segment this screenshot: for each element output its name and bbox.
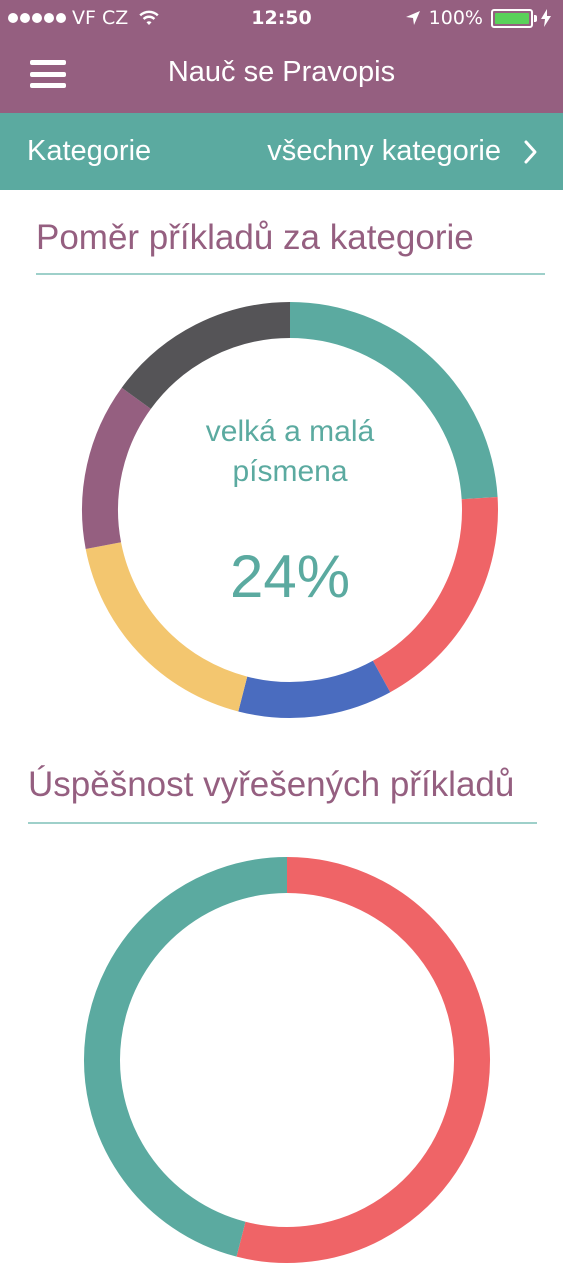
signal-strength-icon bbox=[8, 13, 66, 23]
category-ratio-slice-0[interactable] bbox=[289, 302, 498, 500]
success-rate-donut-svg bbox=[84, 857, 490, 1263]
category-ratio-donut-svg bbox=[82, 302, 498, 718]
app-header: VF CZ 12:50 100% bbox=[0, 0, 563, 113]
category-label: Kategorie bbox=[27, 135, 152, 167]
donut-center-label-line2: písmena bbox=[232, 455, 348, 488]
category-ratio-donut[interactable]: velká a malá písmena 24% bbox=[80, 300, 500, 720]
donut-center-label-line1: velká a malá bbox=[205, 415, 375, 448]
wifi-icon bbox=[139, 10, 159, 25]
status-left: VF CZ bbox=[8, 7, 160, 29]
status-time: 12:50 bbox=[251, 7, 312, 29]
hamburger-menu-icon[interactable] bbox=[30, 60, 66, 88]
category-ratio-slice-2[interactable] bbox=[238, 660, 391, 718]
donut-center-value: 24% bbox=[229, 543, 351, 610]
category-value: všechny kategorie bbox=[267, 135, 501, 167]
section-divider bbox=[36, 273, 545, 275]
location-arrow-icon bbox=[405, 11, 420, 25]
carrier-name: VF CZ bbox=[72, 7, 129, 29]
success-rate-slice-0[interactable] bbox=[236, 857, 490, 1263]
status-right: 100% bbox=[405, 7, 551, 29]
section-title-category-ratio: Poměr příkladů za kategorie bbox=[36, 218, 474, 257]
section-divider bbox=[28, 822, 537, 824]
category-ratio-slice-1[interactable] bbox=[372, 496, 498, 693]
battery-percent: 100% bbox=[428, 7, 483, 29]
page-title: Nauč se Pravopis bbox=[167, 56, 396, 88]
success-rate-donut[interactable] bbox=[82, 855, 492, 1265]
battery-icon bbox=[491, 8, 537, 28]
section-title-success-rate: Úspěšnost vyřešených příkladů bbox=[28, 765, 515, 804]
charging-bolt-icon bbox=[541, 9, 551, 27]
category-ratio-slice-4[interactable] bbox=[82, 387, 152, 549]
donut-center-label: velká a malá písmena bbox=[80, 412, 500, 492]
category-ratio-slice-3[interactable] bbox=[85, 541, 248, 712]
category-ratio-slice-5[interactable] bbox=[121, 302, 291, 410]
chevron-right-icon bbox=[524, 140, 537, 164]
category-selector[interactable]: Kategorie všechny kategorie bbox=[0, 113, 563, 190]
nav-bar: Nauč se Pravopis bbox=[0, 38, 563, 113]
status-bar: VF CZ 12:50 100% bbox=[0, 0, 563, 38]
success-rate-slice-1[interactable] bbox=[84, 857, 288, 1257]
